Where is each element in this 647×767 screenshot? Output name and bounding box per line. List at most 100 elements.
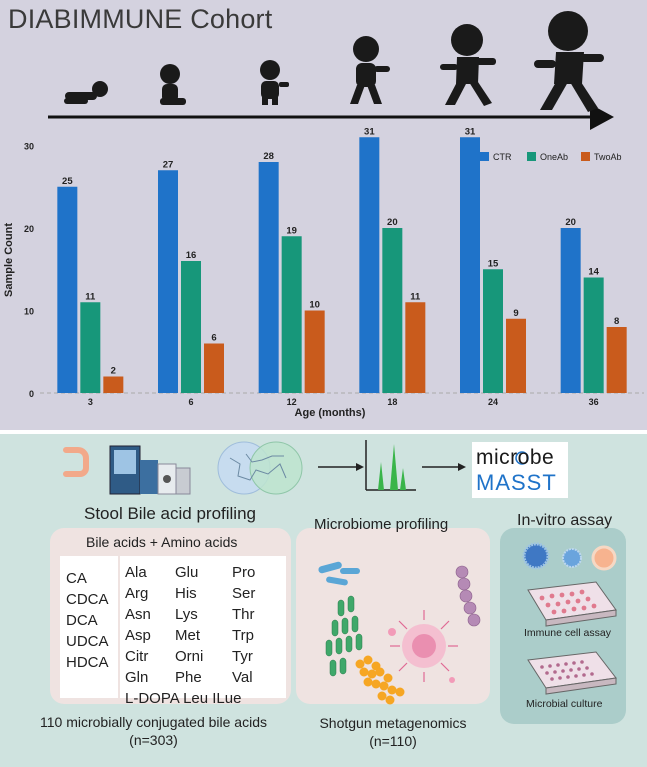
- bar-value-label: 2: [111, 366, 116, 377]
- bacteria-cluster-green-icon: [325, 595, 363, 677]
- legend-swatch-oneab: [527, 152, 536, 161]
- bile-acid-item: HDCA: [66, 654, 109, 671]
- bar-value-label: 27: [163, 159, 174, 170]
- workflow-arrow-2-icon: [422, 463, 466, 471]
- bar-twoab: [506, 318, 526, 393]
- cohort-title: DIABIMMUNE Cohort: [8, 4, 273, 34]
- bacteria-purple-chain-icon: [455, 565, 481, 627]
- cohort-graphic: Sample Count Age (months) 0 10 20 30 25 11 2 3 2…: [3, 11, 644, 419]
- bile-acid-item: CDCA: [66, 591, 109, 608]
- bar-oneab: [483, 269, 503, 393]
- amino-acid-item: Ser: [232, 585, 256, 602]
- workflow-graphic: [50, 440, 626, 724]
- x-tick-label: 36: [589, 397, 599, 407]
- amino-acid-item: Citr: [125, 648, 149, 665]
- bar-value-label: 11: [85, 291, 96, 302]
- microbial-culture-plate-icon: [527, 651, 617, 695]
- bile-acid-list: CA CDCA DCA UDCA HDCA: [66, 568, 109, 673]
- x-tick-label: 12: [287, 397, 297, 407]
- baby-sitting-icon: [160, 64, 186, 105]
- microbiome-panel: [296, 528, 490, 704]
- workflow-arrow-1-icon: [318, 463, 364, 471]
- bar-value-label: 14: [588, 267, 599, 278]
- bacteria-rods-icon: [318, 561, 360, 586]
- amino-acid-list-box: [120, 556, 286, 698]
- legend-label: TwoAb: [594, 152, 622, 162]
- bar-value-label: 9: [513, 308, 518, 319]
- child-running-icon: [440, 24, 496, 106]
- amino-acid-item: Gln: [125, 669, 149, 686]
- amino-acid-item: Ala: [125, 564, 147, 581]
- amino-acid-item: Orni: [175, 648, 204, 665]
- bar-value-label: 11: [410, 291, 421, 302]
- bar-oneab: [583, 277, 604, 393]
- bar-twoab: [103, 376, 124, 393]
- bar-value-label: 19: [286, 225, 297, 236]
- bile-acid-list-box: [60, 556, 118, 698]
- immune-cell-assay-label: Immune cell assay: [524, 627, 611, 639]
- bar-value-label: 8: [614, 316, 619, 327]
- bar-value-label: 20: [565, 217, 576, 228]
- amino-acid-item: Lys: [175, 606, 198, 623]
- adult-running-icon: [534, 11, 604, 112]
- cohort-panel: DIABIMMUNE Cohort: [0, 0, 647, 430]
- timeline-arrowhead-icon: [590, 104, 614, 130]
- bar-twoab: [606, 327, 627, 393]
- microbial-culture-label: Microbial culture: [526, 698, 603, 710]
- bar-value-label: 15: [488, 258, 499, 269]
- ms-spectrum-icon: [365, 440, 416, 491]
- section-divider: [0, 430, 647, 434]
- amino-acid-item: Pro: [232, 564, 256, 581]
- bar-ctr: [158, 170, 178, 393]
- bile-acid-item: DCA: [66, 612, 98, 629]
- y-tick-label: 0: [29, 389, 34, 399]
- bacteria-small-pink-icon: [388, 628, 455, 683]
- microbemasst-logo-magnifier-icon: [515, 451, 529, 465]
- bile-acid-item: UDCA: [66, 633, 109, 650]
- x-tick-label: 24: [488, 397, 498, 407]
- bar-value-label: 6: [211, 333, 216, 344]
- metabolomics-footer-line-1: 110 microbially conjugated bile acids: [40, 714, 267, 730]
- invitro-title: In-vitro assay: [517, 512, 613, 529]
- amino-acid-last-row: L-DOPA Leu ILue: [125, 690, 242, 707]
- child-walking-icon: [350, 36, 390, 104]
- bar-oneab: [181, 261, 201, 393]
- amino-acid-item: Thr: [232, 606, 255, 623]
- amino-acid-column-2: Glu His Lys Met Orni Phe: [175, 562, 203, 688]
- bar-twoab: [405, 302, 426, 393]
- lcms-instrument-icon: [109, 445, 191, 495]
- bar-value-label: 10: [309, 300, 320, 311]
- bile-acid-item: CA: [66, 570, 87, 587]
- bar-value-label: 31: [465, 126, 476, 137]
- bar-ctr: [57, 186, 78, 393]
- bar-oneab: [382, 228, 403, 393]
- toddler-standing-icon: [260, 60, 289, 105]
- bar-ctr: [560, 228, 581, 393]
- amino-acid-item: Tyr: [232, 648, 253, 665]
- y-tick-label: 20: [24, 224, 34, 234]
- intestine-icon: [63, 447, 89, 477]
- microbiome-footer-line-1: Shotgun metagenomics: [319, 715, 467, 731]
- baby-crawling-icon: [64, 81, 108, 104]
- amino-acid-item: Met: [175, 627, 201, 644]
- amino-acid-item: Arg: [125, 585, 149, 602]
- y-tick-label: 30: [24, 142, 34, 152]
- bar-ctr: [359, 137, 380, 393]
- x-tick-label: 6: [188, 397, 193, 407]
- amino-acid-item: Asp: [125, 627, 151, 644]
- amino-acid-item: Asn: [125, 606, 151, 623]
- y-axis-label: Sample Count: [3, 223, 15, 297]
- microbiome-footer-line-2: (n=110): [369, 733, 417, 749]
- molecular-network-icon-2: [249, 441, 303, 495]
- amino-acid-item: Phe: [175, 669, 202, 686]
- network-edges-icon: [229, 453, 287, 481]
- bar-value-label: 28: [263, 151, 274, 162]
- bar-oneab: [281, 236, 302, 393]
- bar-value-label: 25: [62, 176, 73, 187]
- amino-acid-item: Val: [232, 669, 253, 686]
- microbemasst-logo-text-bottom: MASST: [476, 470, 557, 495]
- microbiome-title: Microbiome profiling: [314, 516, 449, 533]
- amino-acid-column-3: Pro Ser Thr Trp Tyr Val: [232, 562, 255, 688]
- metabolomics-panel-header: Bile acids + Amino acids: [86, 534, 238, 550]
